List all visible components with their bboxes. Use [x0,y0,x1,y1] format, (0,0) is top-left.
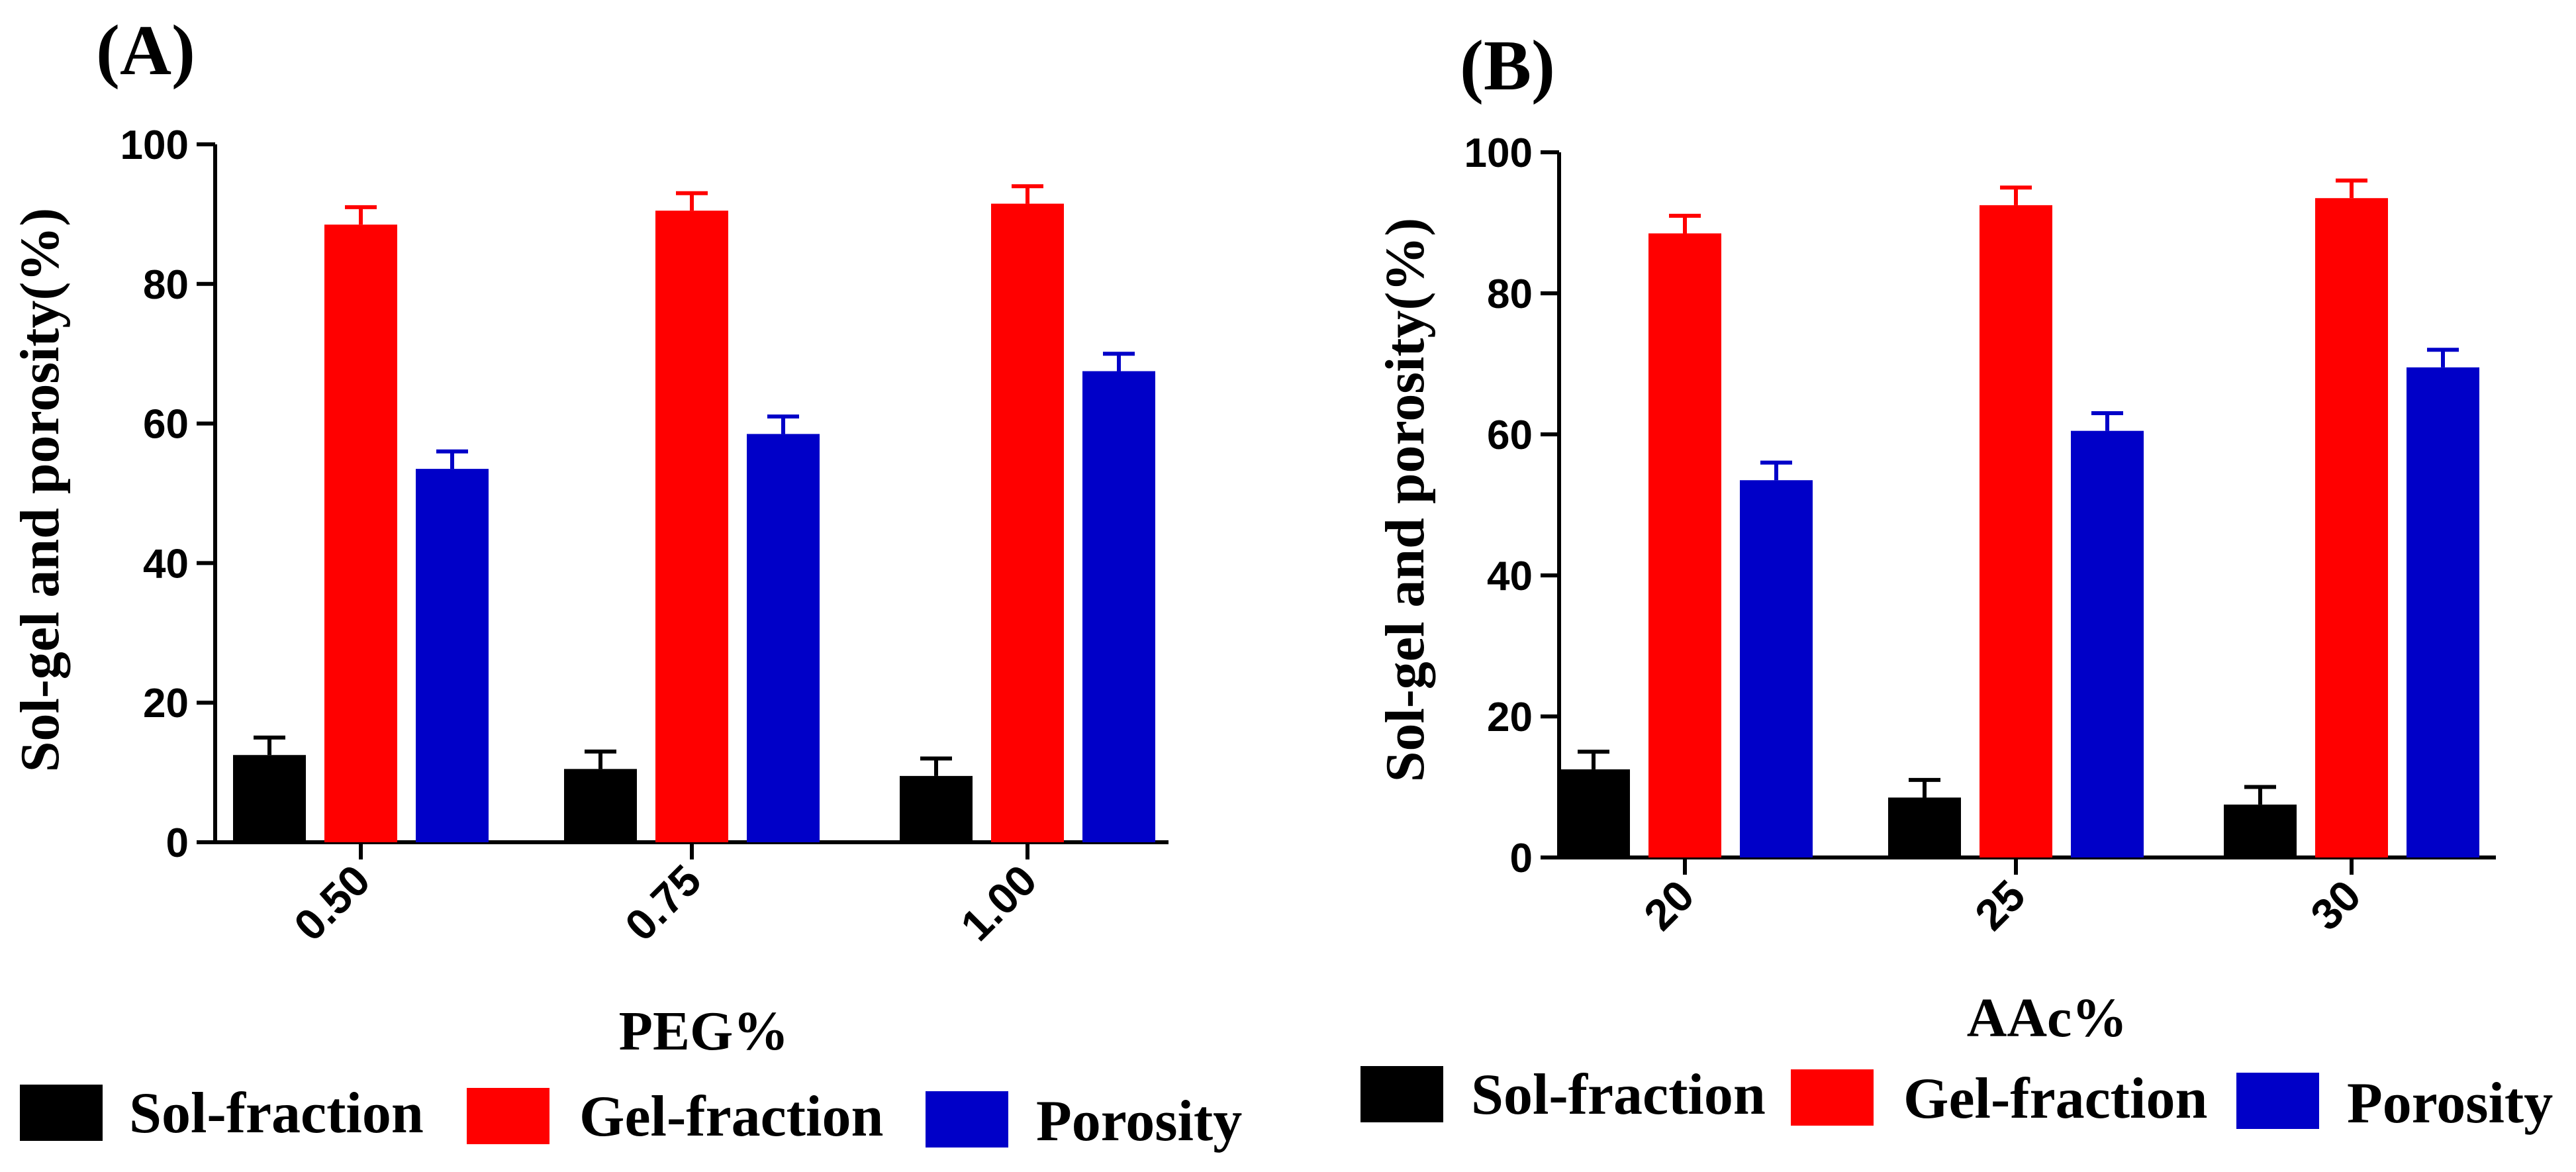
bar-porosity-30 [2407,367,2479,857]
y-tick-label: 20 [1487,695,1533,740]
bar-porosity-1.00 [1082,371,1155,842]
bar-gel-fraction-1.00 [991,203,1064,843]
y-tick-label: 60 [1487,413,1533,458]
panel-label: (A) [96,11,195,90]
y-tick-label: 100 [120,122,189,168]
bar-sol-fraction-1.00 [900,775,973,842]
legend-label-porosity: Porosity [2347,1071,2553,1136]
bar-gel-fraction-20 [1648,233,1721,858]
y-tick-label: 20 [143,681,189,726]
y-axis-title: Sol-gel and porosity(%) [1374,218,1436,783]
bar-porosity-20 [1740,480,1813,857]
bar-gel-fraction-0.75 [655,211,728,842]
y-tick-label: 80 [1487,271,1533,317]
legend-swatch-gel-fraction [1791,1069,1874,1126]
bar-porosity-0.50 [416,469,489,842]
legend-swatch-porosity [926,1091,1008,1148]
bar-sol-fraction-20 [1557,769,1630,857]
x-axis-title: PEG% [619,1001,789,1062]
panel-label: (B) [1460,26,1555,105]
bar-gel-fraction-0.50 [324,224,397,843]
y-tick-label: 40 [1487,554,1533,599]
legend-swatch-sol-fraction [20,1085,103,1141]
chart-panel-b: (B) Sol-gel and porosity(%) AAc% 0 20 40 60… [1360,26,2553,1136]
bar-porosity-25 [2071,430,2144,857]
y-axis-title: Sol-gel and porosity(%) [9,208,71,773]
legend-label-sol-fraction: Sol-fraction [1471,1063,1766,1127]
x-tick-label: 1.00 [951,855,1046,950]
x-tick-label: 0.75 [616,855,710,950]
y-tick-label: 0 [1510,836,1533,881]
x-tick-label: 30 [2301,871,2370,940]
legend-swatch-gel-fraction [467,1088,549,1144]
plot-area: 0 20 40 60 80 100 0.50 0.75 1.00 [120,122,1169,950]
y-tick-label: 80 [143,262,189,308]
bar-sol-fraction-0.75 [564,769,637,842]
x-tick-label: 20 [1635,871,1703,940]
legend-label-gel-fraction: Gel-fraction [1903,1067,2207,1131]
chart-panel-a: (A) Sol-gel and porosity(%) PEG% 0 20 40 60… [9,11,1242,1153]
legend-label-sol-fraction: Sol-fraction [129,1081,424,1146]
legend-label-porosity: Porosity [1036,1089,1242,1153]
legend-label-gel-fraction: Gel-fraction [579,1085,883,1149]
bar-porosity-0.75 [747,434,820,842]
x-tick-label: 0.50 [285,855,379,950]
bar-sol-fraction-30 [2224,805,2297,857]
bar-gel-fraction-25 [1980,205,2052,857]
plot-area: 0 20 40 60 80 100 20 25 30 [1464,130,2496,940]
y-tick-label: 100 [1464,130,1533,176]
legend-swatch-sol-fraction [1360,1066,1443,1122]
bar-sol-fraction-0.50 [233,755,306,842]
bar-sol-fraction-25 [1888,797,1961,857]
legend: Sol-fraction Gel-fraction Porosity [1360,1063,2553,1136]
y-tick-label: 60 [143,402,189,448]
y-tick-label: 40 [143,541,189,587]
bar-gel-fraction-30 [2315,198,2388,858]
x-axis-title: AAc% [1967,987,2128,1049]
y-tick-label: 0 [166,820,189,866]
x-tick-label: 25 [1966,871,2034,940]
legend-swatch-porosity [2236,1073,2319,1129]
legend: Sol-fraction Gel-fraction Porosity [20,1081,1242,1153]
